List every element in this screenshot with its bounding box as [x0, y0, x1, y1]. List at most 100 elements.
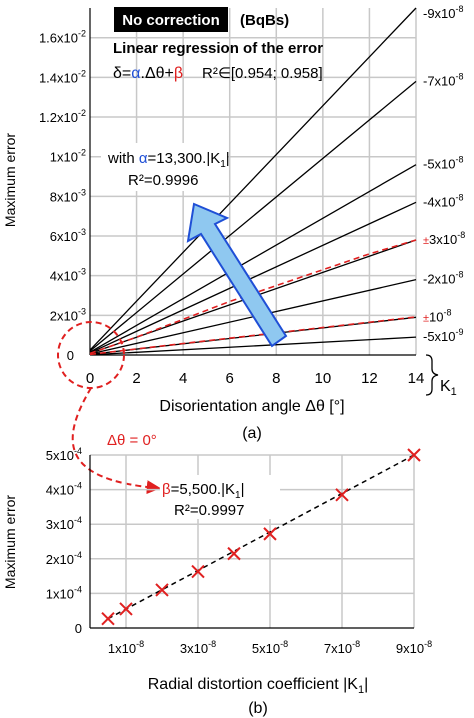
a-y-tick-label-1: 2x10-3 [50, 306, 86, 323]
a-y-tick-label-7-base: 1.4x10 [39, 70, 78, 85]
b-point-7-stroke-b [407, 448, 421, 462]
b-y-tick-label-2-base: 2x10 [46, 552, 74, 567]
b-point-2-stroke-b [155, 583, 169, 597]
a-series-label-5-exp: -8 [456, 270, 464, 280]
a-x-tick-label-4: 8 [272, 370, 280, 387]
b-point-4 [227, 546, 241, 561]
b-y-tick-label-5-exp: -4 [74, 446, 82, 456]
a-y-tick-label-7: 1.4x10-2 [39, 68, 86, 85]
a-y-tick-label-3-base: 6x10 [50, 229, 78, 244]
b-point-1 [119, 602, 133, 616]
a-y-tick-label-4: 8x10-3 [50, 187, 86, 204]
a-series-label-2-base: -5x10 [423, 157, 456, 172]
b-y-tick-label-1-base: 1x10 [46, 586, 74, 601]
alpha-note-alpha: α [139, 150, 148, 167]
panel-b-caption: (b) [248, 700, 268, 717]
b-point-6-stroke-b [335, 488, 349, 502]
b-y-tick-label-2-exp: -4 [74, 550, 82, 560]
a-y-tick-label-6-exp: -2 [78, 108, 86, 118]
formula-alpha: α [131, 65, 140, 82]
a-y-tick-label-2-base: 4x10 [50, 269, 78, 284]
a-series-label-6-base: 10 [429, 309, 443, 324]
a-y-tick-label-5: 1x10-2 [50, 148, 86, 165]
panel-a-subtitle: Linear regression of the error [113, 40, 323, 57]
title-box-label: No correction [122, 12, 220, 29]
a-y-tick-label-4-base: 8x10 [50, 189, 78, 204]
a-series-line-3 [89, 201, 417, 354]
b-x-tick-label-3-exp: -8 [352, 639, 360, 649]
a-series-label-4-base: 3x10 [429, 232, 457, 247]
beta-note-rest: =5,500.|K [171, 481, 235, 498]
b-x-tick-label-1-exp: -8 [208, 639, 216, 649]
b-x-tick-label-0-base: 1x10 [108, 641, 136, 656]
b-y-tick-label-1-exp: -4 [74, 584, 82, 594]
panel-b-chart: 1x10-8 3x10-8 5x10-8 7x10-8 9x10-8 01x10-42x… [2, 446, 432, 717]
a-series-line-1 [89, 80, 417, 352]
b-point-5 [263, 527, 277, 541]
a-y-tick-label-4-exp: -3 [78, 187, 86, 197]
b-y-tick-label-3-exp: -4 [74, 515, 82, 525]
a-series-label-4-exp: -8 [457, 230, 465, 240]
link-annotation-label: Δθ = 0° [107, 432, 157, 449]
a-series-line-0 [89, 7, 417, 351]
b-y-tick-label-3: 3x10-4 [46, 515, 82, 532]
a-series-label-7: -5x10-9 [423, 327, 464, 344]
b-x-tick-label-1: 3x10-8 [180, 639, 216, 656]
beta-note-sub: 1 [235, 490, 241, 501]
a-series-label-7-base: -5x10 [423, 329, 456, 344]
a-series-label-0-base: -9x10 [423, 6, 456, 21]
b-x-tick-label-4-exp: -8 [424, 639, 432, 649]
a-y-tick-label-2: 4x10-3 [50, 267, 86, 284]
b-point-2 [155, 583, 169, 597]
a-series-label-0: -9x10-8 [423, 4, 464, 21]
panel-b-y-axis-label: Maximum error [2, 495, 18, 589]
a-series-label-1-exp: -8 [456, 71, 464, 81]
a-y-tick-label-8: 1.6x10-2 [39, 29, 86, 46]
b-x-tick-label-0: 1x10-8 [108, 639, 144, 656]
a-series-label-5-base: -2x10 [423, 272, 456, 287]
panel-a-chart: 0 2 4 6 8 10 12 14 02x10-34x10-36x10-38x10-31x1… [2, 4, 465, 442]
panel-b-fit-line [107, 454, 415, 620]
b-y-tick-label-5-base: 5x10 [46, 448, 74, 463]
a-series-label-1-base: -7x10 [423, 73, 456, 88]
b-x-tick-label-1-base: 3x10 [180, 641, 208, 656]
a-series-label-3-base: -4x10 [423, 194, 456, 209]
a-x-tick-label-7: 14 [408, 370, 425, 387]
b-point-0 [101, 611, 115, 626]
beta-note-box [160, 475, 280, 519]
panel-b-x-axis-label-main: Radial distortion coefficient |K [148, 676, 359, 693]
a-y-tick-label-3-exp: -3 [78, 227, 86, 237]
panel-b-x-ticks: 1x10-8 3x10-8 5x10-8 7x10-8 9x10-8 [108, 639, 432, 656]
formula-mid: .Δθ+ [141, 65, 174, 82]
b-point-6 [335, 488, 349, 502]
panel-a-x-axis-label: Disorientation angle Δθ [°] [159, 398, 344, 415]
a-series-label-3-exp: -8 [456, 192, 464, 202]
a-y-tick-label-0-base: 0 [67, 348, 74, 363]
alpha-note-r2: R²=0.9996 [128, 172, 198, 189]
beta-note-end: | [241, 481, 245, 498]
panel-a-caption: (a) [242, 425, 262, 442]
a-x-tick-label-3: 6 [226, 370, 234, 387]
a-series-label-4: ±3x10-8 [423, 230, 465, 247]
a-y-tick-label-1-exp: -3 [78, 306, 86, 316]
b-x-tick-label-4-base: 9x10 [396, 641, 424, 656]
a-y-tick-label-8-base: 1.6x10 [39, 31, 78, 46]
a-regression-curve-1 [89, 316, 417, 356]
beta-note-r2: R²=0.9997 [174, 502, 244, 519]
b-y-tick-label-0-base: 0 [75, 621, 82, 636]
b-y-tick-label-0: 0 [75, 621, 82, 636]
a-series-label-3: -4x10-8 [423, 192, 464, 209]
b-point-7 [407, 448, 421, 462]
formula-r2-range: R²∈[0.954; 0.958] [202, 65, 323, 82]
panel-b-x-axis-label-sub: 1 [358, 684, 364, 696]
a-series-label-6-exp: -8 [444, 307, 452, 317]
series-axis-label: K1 [440, 378, 457, 398]
a-y-tick-label-0: 0 [67, 348, 74, 363]
regression-formula: δ=α.Δθ+β [113, 65, 183, 82]
alpha-note-end: | [226, 150, 230, 167]
b-y-tick-label-3-base: 3x10 [46, 517, 74, 532]
a-y-tick-label-5-exp: -2 [78, 148, 86, 158]
a-series-label-1: -7x10-8 [423, 71, 464, 88]
alpha-note-rest: =13,300.|K [148, 150, 221, 167]
